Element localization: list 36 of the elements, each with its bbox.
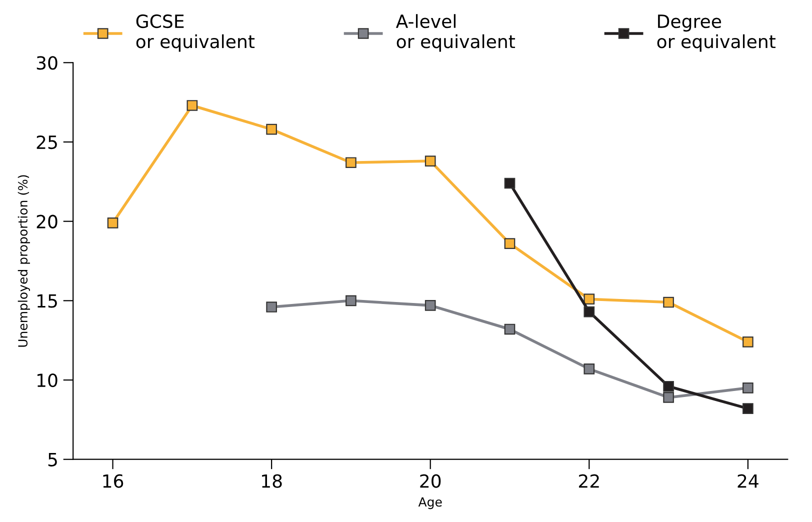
- x-tick-label: 16: [103, 474, 124, 488]
- y-tick-label: 5: [48, 453, 57, 466]
- point: [742, 382, 754, 394]
- y-tick-label: 10: [38, 373, 58, 388]
- point: [424, 300, 436, 311]
- y-tick-label: 15: [38, 294, 57, 308]
- point: [663, 392, 674, 403]
- point: [424, 156, 436, 166]
- legend-label: Degree or equivalent: [657, 14, 776, 52]
- point: [584, 294, 595, 304]
- point: [107, 218, 118, 228]
- point: [266, 124, 277, 135]
- y-tick-label: 20: [36, 214, 58, 228]
- point: [266, 302, 277, 312]
- y-tick-label: 25: [36, 135, 57, 150]
- point: [663, 380, 674, 392]
- x-tick-label: 18: [262, 474, 282, 488]
- point: [504, 324, 516, 335]
- point: [742, 403, 754, 414]
- point: [186, 100, 198, 111]
- y-axis-title: Unemployed proportion (%): [18, 175, 30, 347]
- point: [584, 306, 595, 318]
- y-tick-label: 30: [36, 56, 58, 70]
- x-tick-label: 24: [738, 474, 758, 488]
- legend-label: GCSE or equivalent: [136, 14, 255, 52]
- x-axis-title: Age: [418, 497, 442, 510]
- point: [346, 157, 356, 168]
- point: [742, 336, 754, 348]
- point: [584, 363, 595, 374]
- x-tick-label: 20: [420, 474, 441, 488]
- legend-label: A-level or equivalent: [396, 14, 516, 52]
- point: [504, 178, 516, 189]
- point: [504, 238, 516, 249]
- point: [346, 295, 356, 306]
- x-tick-label: 22: [578, 474, 599, 488]
- point: [663, 296, 674, 308]
